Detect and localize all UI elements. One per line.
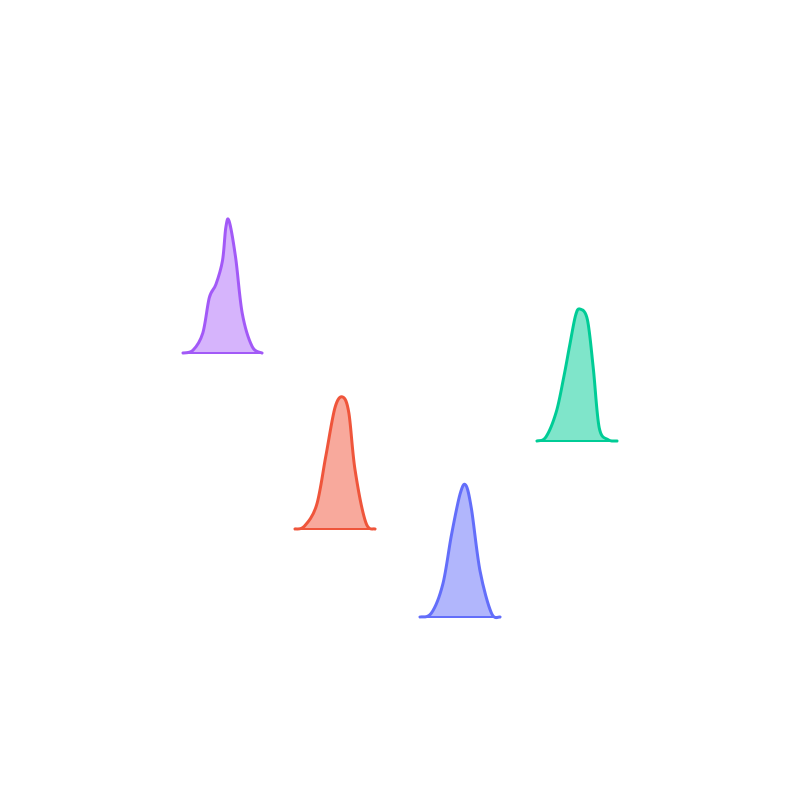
ridge-1-line	[181, 217, 264, 355]
ridge-3-area	[420, 484, 500, 618]
ridge-1	[181, 217, 264, 355]
ridges-group	[181, 217, 619, 620]
ridge-3	[418, 482, 502, 620]
ridge-4	[535, 307, 619, 443]
ridge-4-area	[537, 308, 617, 442]
ridge-2	[293, 395, 377, 531]
ridge-1-area	[183, 218, 262, 353]
ridge-2-area	[295, 396, 375, 530]
ridge-4-line	[535, 307, 619, 443]
ridge-2-line	[293, 395, 377, 531]
ridge-3-line	[418, 482, 502, 620]
